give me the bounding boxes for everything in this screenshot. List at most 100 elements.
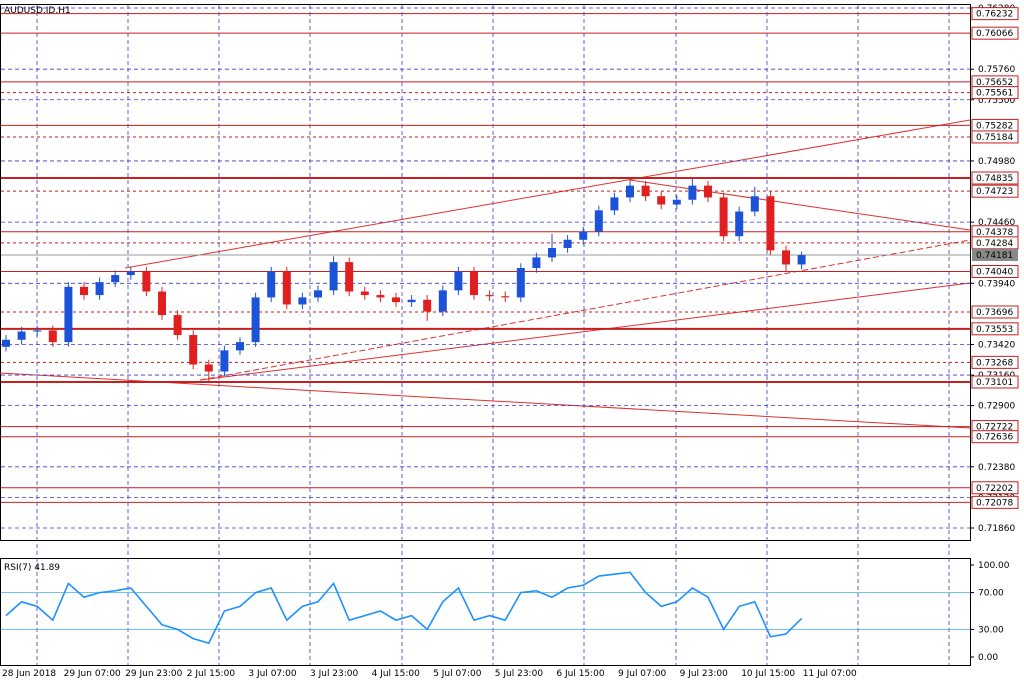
candle-body <box>64 286 73 343</box>
candle-body <box>329 262 338 291</box>
level-tag <box>971 265 1019 279</box>
level-label: 0.75652 <box>976 78 1013 88</box>
level-label: 0.73101 <box>976 378 1013 388</box>
candle-body <box>111 275 120 283</box>
candle-body <box>548 248 556 258</box>
candle-body <box>641 185 650 197</box>
y-tick-label: 0.75500 <box>978 96 1015 106</box>
rsi-tick-label: 30.00 <box>978 625 1004 635</box>
candle-body <box>454 271 463 291</box>
level-label: 0.72202 <box>976 484 1013 494</box>
candle-body <box>750 196 759 212</box>
candle-body <box>688 185 697 200</box>
trendline <box>199 239 971 381</box>
x-tick-label: 2 Jul 15:00 <box>187 669 236 679</box>
candle-body <box>314 290 322 298</box>
candle-body <box>657 196 666 205</box>
x-tick-label: 5 Jul 23:00 <box>495 669 544 679</box>
level-tag <box>971 495 1019 509</box>
y-tick-label: 0.74460 <box>978 218 1015 228</box>
level-label: 0.75561 <box>976 89 1013 99</box>
y-tick-label: 0.73940 <box>978 279 1015 289</box>
level-label: 0.72078 <box>976 498 1013 508</box>
x-tick-label: 3 Jul 07:00 <box>248 669 297 679</box>
candle-body <box>438 290 447 312</box>
x-tick-label: 4 Jul 15:00 <box>372 669 421 679</box>
candle-body <box>797 255 806 265</box>
bid-tag <box>972 248 1018 261</box>
bid-label: 0.74181 <box>976 251 1013 261</box>
candle-body <box>220 350 229 372</box>
level-tag <box>971 305 1019 319</box>
y-tick-label: 0.72900 <box>978 402 1015 412</box>
level-label: 0.74835 <box>976 174 1013 184</box>
x-tick-label: 29 Jun 07:00 <box>64 669 121 679</box>
level-tag <box>971 26 1019 40</box>
rsi-name: RSI(7) <box>4 563 31 573</box>
trendline <box>629 179 971 231</box>
candle-body <box>2 339 10 347</box>
level-tag <box>971 86 1019 100</box>
level-tag <box>971 130 1019 144</box>
x-tick-label: 6 Jul 15:00 <box>556 669 605 679</box>
y-tick-label: 0.73420 <box>978 340 1015 350</box>
level-label: 0.74040 <box>976 268 1013 278</box>
candle-body <box>80 286 88 296</box>
level-tag <box>971 236 1019 250</box>
candle-body <box>392 297 400 303</box>
candle-body <box>407 299 416 303</box>
level-label: 0.75282 <box>976 121 1013 131</box>
candle-body <box>17 331 26 340</box>
candle-body <box>501 296 510 298</box>
x-tick-label: 5 Jul 07:00 <box>433 669 482 679</box>
rsi-tick-label: 100.00 <box>978 561 1010 571</box>
level-label: 0.73553 <box>976 325 1013 335</box>
level-tag <box>971 171 1019 185</box>
rsi-title: RSI(7) 41.89 <box>4 563 60 573</box>
level-tag <box>971 430 1019 444</box>
candle-body <box>376 295 385 298</box>
level-tag <box>971 7 1019 21</box>
candle-body <box>672 199 681 205</box>
candle-body <box>173 315 182 336</box>
y-tick-label: 0.71860 <box>978 524 1015 534</box>
y-tick-label: 0.75760 <box>978 65 1015 75</box>
level-label: 0.72722 <box>976 423 1013 433</box>
x-tick-label: 9 Jul 23:00 <box>680 669 729 679</box>
candle-body <box>236 342 244 351</box>
candle-body <box>485 295 494 297</box>
chart-title: AUDUSD.ID,H1 <box>4 6 71 16</box>
y-tick-label: 0.72380 <box>978 463 1015 473</box>
vertical-grid <box>36 5 950 665</box>
x-tick-label: 10 Jul 15:00 <box>741 669 795 679</box>
candle-body <box>267 271 276 298</box>
candle-body <box>126 271 135 276</box>
level-label: 0.74378 <box>976 228 1013 238</box>
rsi-tick-label: 0.00 <box>978 653 998 663</box>
trendline <box>124 119 971 269</box>
x-tick-label: 11 Jul 07:00 <box>803 669 857 679</box>
rsi-line <box>5 571 803 645</box>
x-tick-label: 9 Jul 07:00 <box>618 669 667 679</box>
candle-body <box>48 330 57 343</box>
level-label: 0.73268 <box>976 358 1013 368</box>
candle-body <box>204 364 213 372</box>
x-tick-label: 29 Jun 23:00 <box>125 669 182 679</box>
candle-body <box>735 211 744 237</box>
candle-body <box>470 271 478 296</box>
candle-body <box>626 185 634 198</box>
candle-body <box>766 196 775 251</box>
candle-body <box>189 335 198 365</box>
candle-body <box>360 291 369 296</box>
candle-body <box>782 250 790 265</box>
level-label: 0.72636 <box>976 433 1013 443</box>
level-tag <box>971 184 1019 198</box>
rsi-last: 41.89 <box>34 563 60 573</box>
candle-body <box>95 282 104 296</box>
level-label: 0.76066 <box>976 29 1013 39</box>
level-label: 0.74284 <box>976 239 1013 249</box>
candle-body <box>594 210 603 232</box>
level-tag <box>971 375 1019 389</box>
price-pane <box>0 4 971 541</box>
